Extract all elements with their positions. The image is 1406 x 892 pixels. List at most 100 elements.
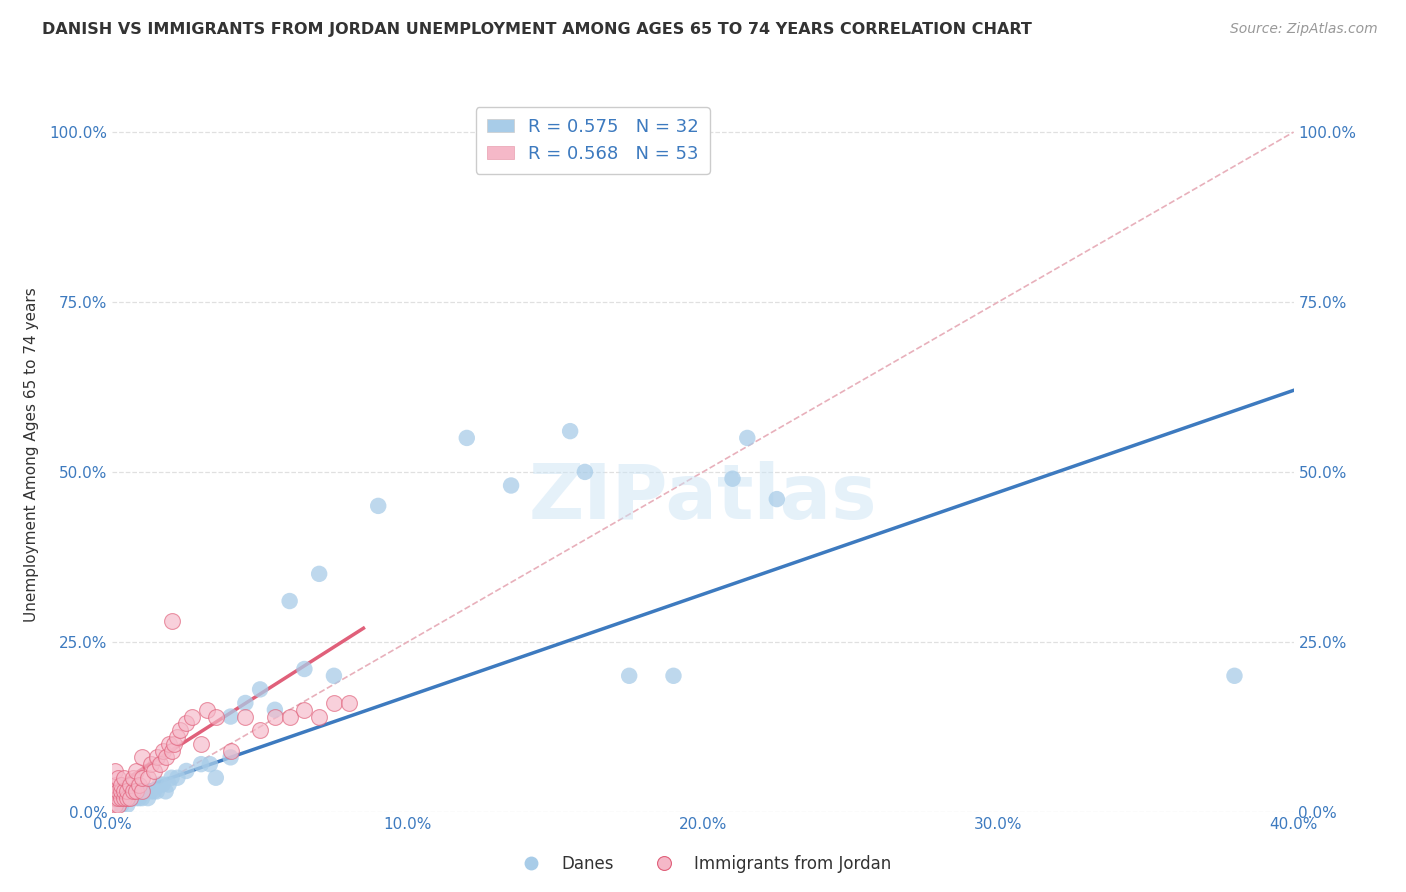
Point	[205, 709, 228, 723]
Text: ZIPatlas: ZIPatlas	[529, 461, 877, 534]
Point	[292, 662, 315, 676]
Point	[678, 125, 700, 139]
Point	[125, 784, 148, 798]
Point	[117, 791, 138, 805]
Text: Source: ZipAtlas.com: Source: ZipAtlas.com	[1230, 22, 1378, 37]
Point	[278, 709, 301, 723]
Point	[166, 730, 188, 744]
Point	[122, 784, 145, 798]
Point	[166, 771, 188, 785]
Point	[120, 791, 142, 805]
Point	[233, 709, 256, 723]
Point	[721, 472, 744, 486]
Point	[139, 757, 162, 772]
Point	[190, 757, 212, 772]
Point	[125, 791, 148, 805]
Point	[112, 771, 135, 785]
Point	[117, 784, 138, 798]
Point	[107, 771, 129, 785]
Point	[149, 757, 172, 772]
Point	[308, 566, 330, 581]
Legend: Danes, Immigrants from Jordan: Danes, Immigrants from Jordan	[508, 848, 898, 880]
Point	[219, 743, 242, 757]
Point	[323, 669, 346, 683]
Point	[122, 771, 145, 785]
Point	[112, 784, 135, 798]
Point	[104, 784, 127, 798]
Point	[169, 723, 191, 738]
Point	[174, 716, 197, 731]
Point	[104, 797, 127, 812]
Point	[131, 750, 153, 764]
Point	[1223, 669, 1246, 683]
Y-axis label: Unemployment Among Ages 65 to 74 years: Unemployment Among Ages 65 to 74 years	[24, 287, 38, 623]
Point	[501, 478, 523, 492]
Point	[142, 784, 165, 798]
Point	[136, 791, 159, 805]
Point	[107, 797, 129, 812]
Point	[198, 757, 221, 772]
Point	[737, 431, 759, 445]
Point	[456, 431, 478, 445]
Point	[233, 696, 256, 710]
Point	[152, 778, 174, 792]
Point	[219, 750, 242, 764]
Point	[160, 615, 183, 629]
Point	[110, 797, 132, 812]
Legend: R = 0.575   N = 32, R = 0.568   N = 53: R = 0.575 N = 32, R = 0.568 N = 53	[475, 107, 710, 174]
Point	[149, 778, 172, 792]
Point	[139, 784, 162, 798]
Point	[104, 778, 127, 792]
Point	[219, 709, 242, 723]
Point	[249, 723, 271, 738]
Point	[110, 784, 132, 798]
Point	[104, 791, 127, 805]
Point	[308, 709, 330, 723]
Point	[662, 669, 685, 683]
Point	[155, 784, 177, 798]
Point	[131, 784, 153, 798]
Point	[264, 709, 287, 723]
Point	[574, 465, 596, 479]
Point	[160, 771, 183, 785]
Point	[367, 499, 389, 513]
Point	[104, 764, 127, 778]
Point	[157, 737, 180, 751]
Point	[163, 737, 186, 751]
Point	[337, 696, 360, 710]
Point	[146, 750, 169, 764]
Point	[131, 791, 153, 805]
Point	[125, 764, 148, 778]
Point	[619, 669, 641, 683]
Point	[160, 743, 183, 757]
Point	[766, 492, 789, 507]
Point	[558, 424, 582, 438]
Point	[131, 784, 153, 798]
Point	[152, 743, 174, 757]
Point	[128, 778, 150, 792]
Point	[205, 771, 228, 785]
Point	[174, 764, 197, 778]
Point	[155, 750, 177, 764]
Point	[117, 797, 138, 812]
Point	[146, 784, 169, 798]
Point	[249, 682, 271, 697]
Point	[181, 709, 204, 723]
Point	[136, 771, 159, 785]
Point	[292, 703, 315, 717]
Point	[195, 703, 218, 717]
Point	[112, 791, 135, 805]
Point	[323, 696, 346, 710]
Point	[120, 778, 142, 792]
Point	[131, 771, 153, 785]
Point	[107, 784, 129, 798]
Point	[142, 764, 165, 778]
Text: DANISH VS IMMIGRANTS FROM JORDAN UNEMPLOYMENT AMONG AGES 65 TO 74 YEARS CORRELAT: DANISH VS IMMIGRANTS FROM JORDAN UNEMPLO…	[42, 22, 1032, 37]
Point	[128, 791, 150, 805]
Point	[157, 778, 180, 792]
Point	[122, 791, 145, 805]
Point	[190, 737, 212, 751]
Point	[278, 594, 301, 608]
Point	[110, 791, 132, 805]
Point	[107, 791, 129, 805]
